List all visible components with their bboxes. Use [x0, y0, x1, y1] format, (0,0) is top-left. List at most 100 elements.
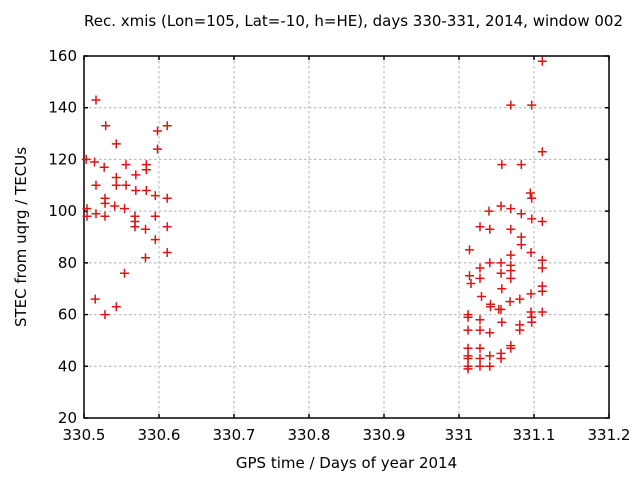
y-tick-label: 20 [58, 409, 77, 427]
data-point [463, 354, 473, 363]
data-point [101, 121, 111, 131]
data-point [120, 268, 129, 278]
data-point [131, 170, 141, 180]
data-point [505, 297, 515, 307]
data-point [111, 173, 121, 182]
data-point [475, 315, 485, 325]
y-tick-label: 60 [58, 306, 77, 324]
data-point [131, 186, 141, 195]
data-point [81, 154, 91, 164]
data-point [162, 248, 172, 257]
y-tick-label: 140 [48, 99, 77, 117]
data-point [537, 263, 547, 273]
data-point [516, 209, 526, 219]
data-point [477, 292, 486, 301]
data-point [162, 193, 172, 203]
data-point [121, 160, 131, 170]
data-point [162, 222, 172, 232]
data-point [496, 304, 506, 314]
data-point [475, 343, 485, 353]
data-point [537, 147, 547, 157]
data-point [475, 273, 485, 283]
data-point [82, 211, 92, 221]
data-point [150, 235, 160, 245]
data-point [497, 284, 507, 294]
data-point [111, 302, 121, 312]
data-point [120, 204, 129, 214]
data-point [130, 222, 140, 232]
data-point [465, 245, 474, 255]
data-point [150, 191, 160, 201]
data-point [506, 273, 516, 283]
data-point [91, 180, 101, 190]
data-point [100, 211, 110, 221]
data-point [141, 224, 150, 234]
plot-border [83, 55, 610, 419]
data-point [516, 160, 526, 170]
data-point [475, 263, 485, 273]
data-point [537, 255, 547, 265]
data-point [153, 126, 162, 136]
data-point [466, 279, 476, 288]
data-point [111, 139, 121, 149]
data-point [484, 206, 494, 216]
data-point [91, 95, 101, 105]
x-axis-label: GPS time / Days of year 2014 [235, 454, 458, 472]
data-point [497, 317, 507, 327]
data-point [485, 328, 495, 338]
data-point [475, 354, 485, 363]
data-point [515, 294, 525, 304]
x-tick-label: 330.9 [363, 426, 406, 444]
data-point [111, 180, 121, 190]
x-tick-label: 331.2 [588, 426, 631, 444]
data-point [506, 250, 516, 260]
y-tick-label: 160 [48, 47, 77, 65]
data-point [516, 232, 526, 242]
x-tick-label: 331.1 [513, 426, 556, 444]
data-point [506, 100, 516, 110]
x-tick-label: 330.8 [288, 426, 331, 444]
data-point [527, 214, 537, 224]
y-tick-label: 40 [58, 357, 77, 375]
data-point [537, 307, 547, 317]
data-point [527, 193, 537, 203]
data-point [515, 325, 525, 335]
data-point [497, 160, 507, 170]
data-point [99, 162, 109, 172]
data-point [537, 217, 547, 226]
data-point [496, 201, 506, 211]
x-tick-label: 330.5 [63, 426, 106, 444]
data-point [525, 188, 535, 198]
data-point [150, 211, 160, 221]
data-point [121, 180, 131, 190]
y-tick-label: 100 [48, 202, 77, 220]
data-point [496, 258, 506, 268]
data-point [486, 302, 495, 312]
data-point [463, 312, 473, 322]
data-point [91, 209, 101, 219]
data-point [90, 294, 100, 304]
data-point [485, 258, 495, 268]
data-point [162, 121, 172, 131]
data-point [463, 364, 473, 374]
data-point [496, 268, 506, 278]
data-point [527, 317, 537, 327]
y-tick-label: 120 [48, 150, 77, 168]
y-tick-label: 80 [58, 254, 77, 272]
data-point [516, 240, 526, 250]
data-point [537, 286, 547, 296]
data-point [506, 266, 516, 276]
data-point [475, 222, 485, 232]
data-point [141, 186, 151, 195]
data-point [475, 361, 485, 371]
data-point [537, 56, 547, 66]
data-point [506, 204, 516, 214]
x-tick-label: 331 [445, 426, 474, 444]
data-point [485, 351, 495, 361]
data-point [141, 253, 150, 263]
data-point [100, 310, 110, 320]
x-tick-label: 330.7 [213, 426, 256, 444]
data-point [82, 204, 92, 214]
data-point [90, 157, 99, 167]
